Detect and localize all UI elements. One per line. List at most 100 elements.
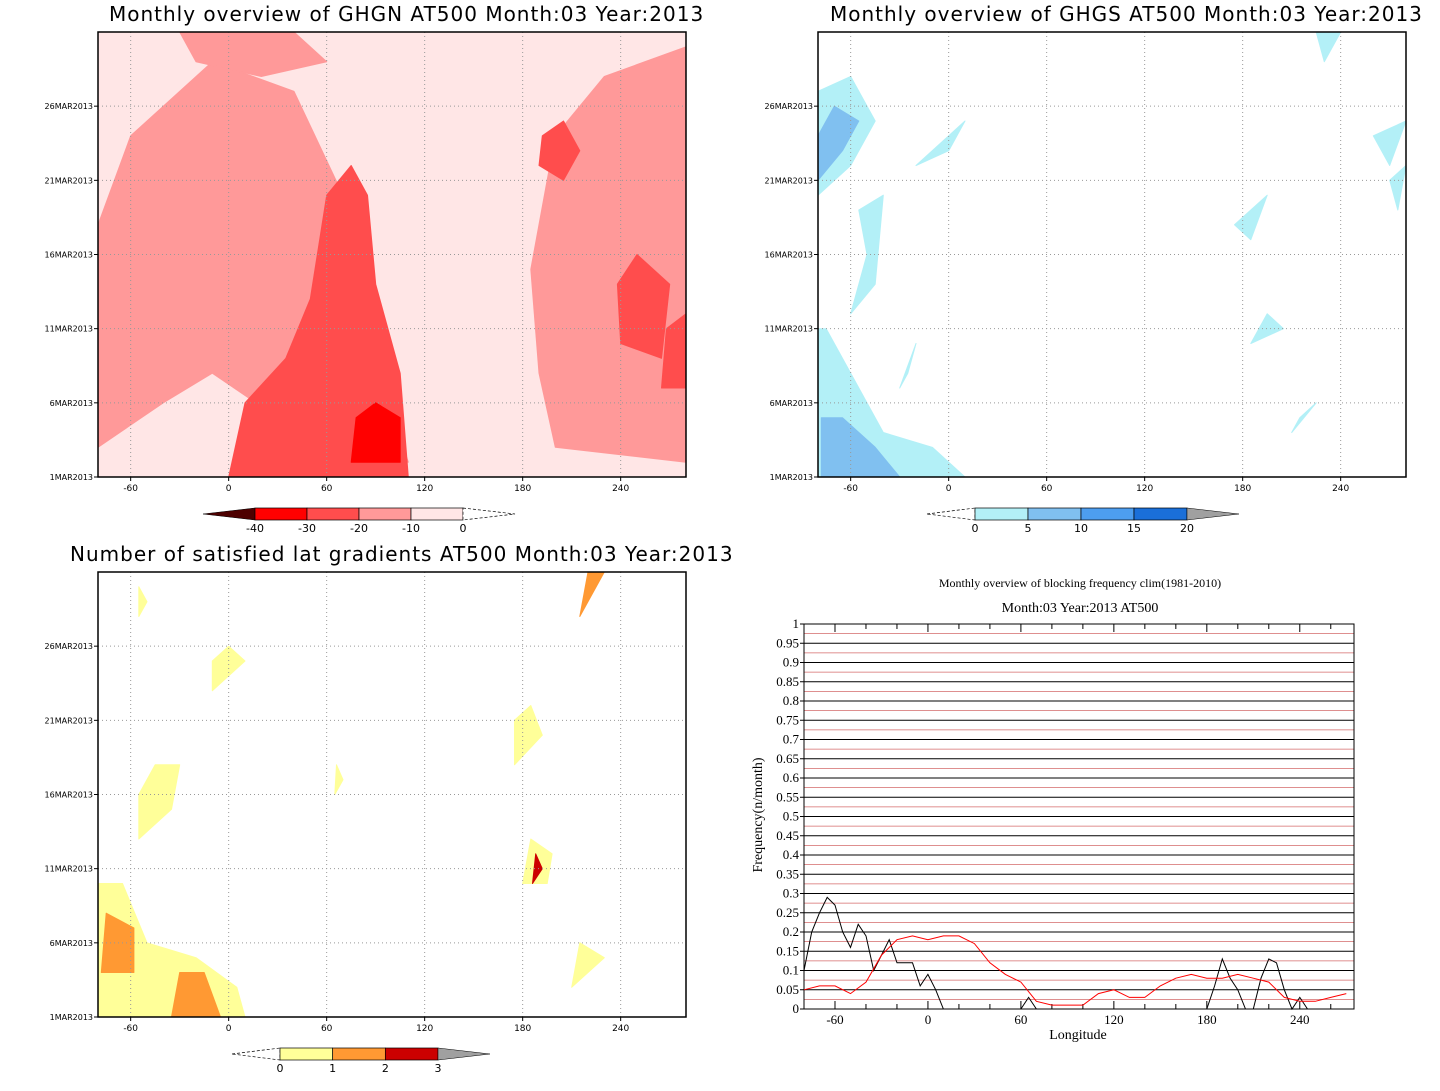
y-tick-label-19: 0.95 [776,635,799,650]
x-tick-label-0: -60 [123,1024,138,1034]
y-tick-label-0: 0 [793,1001,800,1016]
x-tick-label-4: 180 [1234,484,1251,494]
series-line-1 [803,935,1347,1006]
y-tick-label-13: 0.65 [776,751,799,766]
y-tick-label-5: 26MAR2013 [45,642,93,651]
contour-region-4 [228,165,409,477]
colorbar-box-2 [358,507,412,521]
x-tick-label-1: 0 [226,484,232,494]
contour-region-1 [820,417,901,477]
y-tick-label-9: 0.45 [776,828,799,843]
y-tick-label-8: 0.4 [783,847,800,862]
y-tick-label-4: 21MAR2013 [45,176,93,185]
x-tick-label-2: 60 [321,1024,333,1034]
colorbar-label-3: 15 [1127,522,1141,535]
y-tick-label-5: 26MAR2013 [765,102,813,111]
colorbar-box-0 [279,1047,334,1061]
colorbar-box-2 [384,1047,439,1061]
y-tick-label-3: 16MAR2013 [765,251,813,260]
series-line-0 [803,896,1316,1011]
colorbar-box-0 [254,507,308,521]
colorbar-left-triangle [231,1047,281,1061]
contour-region-5 [915,120,966,166]
contour-region-5 [616,254,671,359]
contour-region-6 [899,343,917,389]
contour-region-11 [1389,165,1406,211]
colorbar-label-2: 2 [382,1062,389,1075]
y-tick-label-1: 6MAR2013 [50,939,93,948]
line-chart-subtitle: Month:03 Year:2013 AT500 [1002,601,1159,616]
panel-ghgs-title: Monthly overview of GHGS AT500 Month:03 … [830,2,1423,26]
colorbar-label-3: 3 [435,1062,442,1075]
colorbar-label-1: -30 [298,522,316,535]
colorbar-label-2: -20 [350,522,368,535]
x-tick-label-5: 240 [1332,484,1349,494]
y-tick-label-4: 0.2 [783,924,799,939]
y-tick-label-15: 0.75 [776,712,799,727]
y-tick-label-2: 11MAR2013 [45,325,93,334]
colorbar-left-triangle [202,507,256,521]
colorbar-right-triangle [437,1047,491,1061]
colorbar-label-4: 0 [460,522,467,535]
contour-region-1 [171,972,221,1017]
x-tick-label-1: 0 [946,484,952,494]
ghgn-heatmap: -60 0 60 120 180 240 1MAR2013 6MAR2013 11MAR2013… [45,31,687,535]
y-tick-label-0: 1MAR2013 [770,473,813,482]
y-tick-label-14: 0.7 [783,732,800,747]
contour-region-12 [1315,32,1342,63]
x-tick-label-1: 0 [925,1012,932,1027]
contour-layer [818,32,1406,477]
plot-background [98,572,686,1017]
y-tick-label-2: 11MAR2013 [765,325,813,334]
y-tick-label-2: 0.1 [783,963,799,978]
colorbar-box-1 [306,507,360,521]
y-tick-label-4: 21MAR2013 [45,716,93,725]
contour-region-3 [818,105,860,181]
line-chart-ylabel: Frequency(n/month) [751,757,766,872]
colorbar-left-triangle [926,507,976,521]
contour-region-8 [350,402,401,463]
x-tick-label-0: -60 [843,484,858,494]
x-tick-label-0: -60 [826,1012,843,1027]
y-tick-label-6: 0.3 [783,886,799,901]
y-tick-label-20: 1 [793,616,800,631]
contour-region-7 [661,313,686,389]
panel-blocking-frequency: Monthly overview of blocking frequency c… [720,545,1440,1091]
lat-gradients-heatmap: -60 0 60 120 180 2401MAR20136MAR201311MAR2013… [45,571,687,1075]
y-tick-label-17: 0.85 [776,674,799,689]
x-tick-label-1: 0 [226,1024,232,1034]
colorbar-right-triangle [462,507,516,521]
x-tick-label-2: 60 [1041,484,1053,494]
colorbar: 0 5 10 15 20 [926,507,1240,535]
contour-region-3 [179,32,328,77]
colorbar-label-2: 10 [1074,522,1088,535]
colorbar-box-1 [332,1047,386,1061]
y-tick-label-1: 6MAR2013 [50,399,93,408]
panel-lat-gradients: Number of satisfied lat gradients AT500 … [0,540,733,1091]
x-tick-label-4: 180 [1197,1012,1217,1027]
y-tick-label-3: 16MAR2013 [45,791,93,800]
panel-lat-gradients-title: Number of satisfied lat gradients AT500 … [70,542,734,566]
y-tick-label-5: 26MAR2013 [45,102,93,111]
y-tick-label-18: 0.9 [783,655,799,670]
contour-region-8 [571,942,605,988]
colorbar-box-0 [974,507,1029,521]
x-tick-label-5: 240 [612,484,629,494]
contour-region-11 [334,764,344,795]
panel-ghgn: Monthly overview of GHGN AT500 Month:03 … [0,0,720,545]
line-chart-xlabel: Longitude [1049,1028,1107,1043]
contour-region-10 [138,586,148,617]
contour-region-9 [1291,402,1317,433]
contour-region-3 [138,764,181,840]
colorbar-label-0: 0 [277,1062,284,1075]
contour-region-9 [579,572,605,617]
colorbar-right-triangle [1186,507,1240,521]
y-tick-label-4: 21MAR2013 [765,176,813,185]
colorbar-label-0: 0 [972,522,979,535]
x-tick-label-2: 60 [321,484,333,494]
contour-region-5 [514,705,543,766]
x-tick-label-3: 120 [1136,484,1153,494]
panel-ghgs: Monthly overview of GHGS AT500 Month:03 … [720,0,1440,545]
contour-layer [98,32,686,477]
y-tick-label-1: 6MAR2013 [770,399,813,408]
